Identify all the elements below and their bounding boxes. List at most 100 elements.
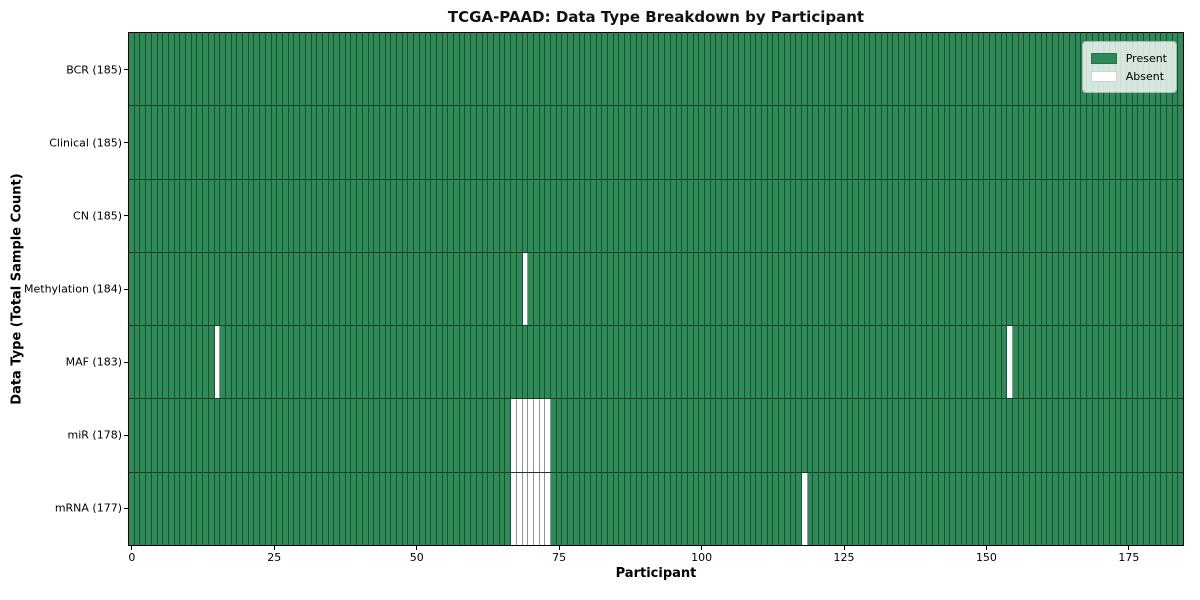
heatmap-cell-present: [813, 106, 820, 179]
heatmap-cell-present: [1127, 252, 1133, 326]
heatmap-cell-present: [955, 399, 962, 472]
heatmap-cell-present: [1047, 179, 1053, 252]
heatmap-cell-present: [214, 179, 221, 252]
heatmap-cell-present: [904, 399, 911, 472]
heatmap-cell-present: [950, 33, 956, 106]
heatmap-cell-present: [613, 179, 620, 252]
heatmap-cell-present: [779, 326, 785, 399]
heatmap-cell-present: [277, 252, 283, 326]
heatmap-cell-present: [1166, 179, 1173, 252]
heatmap-cell-present: [1121, 472, 1128, 545]
heatmap-cell-present: [425, 472, 432, 545]
heatmap-cell-present: [790, 106, 797, 179]
heatmap-cell-present: [1058, 472, 1065, 545]
heatmap-cell-present: [368, 252, 375, 326]
heatmap-cell-present: [248, 472, 255, 545]
heatmap-cell-present: [744, 33, 751, 106]
heatmap-cell-present: [220, 252, 226, 326]
heatmap-cell-present: [676, 399, 683, 472]
heatmap-cell-present: [1115, 179, 1122, 252]
y-tick-mark: [124, 142, 128, 144]
heatmap-cell-present: [773, 106, 780, 179]
heatmap-cell-present: [163, 33, 169, 106]
heatmap-cell-present: [665, 472, 671, 545]
heatmap-cell-present: [1058, 33, 1065, 106]
heatmap-cell-present: [357, 326, 363, 399]
heatmap-cell-present: [408, 33, 415, 106]
heatmap-row: [129, 325, 1184, 399]
legend-label-absent: Absent: [1125, 69, 1165, 83]
heatmap-cell-present: [859, 252, 865, 326]
heatmap-cell-present: [864, 252, 871, 326]
heatmap-cell-present: [1132, 399, 1139, 472]
heatmap-cell-present: [243, 179, 249, 252]
heatmap-cell-present: [1012, 472, 1019, 545]
heatmap-cell-present: [334, 399, 341, 472]
heatmap-cell-present: [203, 33, 209, 106]
heatmap-cell-present: [397, 106, 403, 179]
heatmap-cell-present: [1166, 106, 1173, 179]
heatmap-cell-present: [362, 179, 369, 252]
heatmap-cell-present: [197, 472, 204, 545]
heatmap-cell-present: [630, 326, 637, 399]
heatmap-cell-present: [619, 106, 626, 179]
heatmap-cell-present: [642, 179, 648, 252]
heatmap-cell-present: [442, 326, 449, 399]
heatmap-cell-present: [186, 326, 192, 399]
heatmap-cell-present: [459, 179, 466, 252]
heatmap-row: [129, 251, 1184, 326]
heatmap-cell-present: [248, 33, 255, 106]
heatmap-cell-present: [1070, 399, 1076, 472]
heatmap-cell-present: [277, 399, 283, 472]
heatmap-cell-present: [1178, 399, 1184, 472]
heatmap-cell-present: [1092, 179, 1099, 252]
heatmap-cell-present: [722, 399, 728, 472]
heatmap-cell-present: [225, 472, 232, 545]
heatmap-cell-present: [311, 106, 318, 179]
heatmap-cell-present: [499, 472, 506, 545]
heatmap-cell-present: [642, 33, 648, 106]
heatmap-cell-present: [819, 106, 825, 179]
heatmap-cell-present: [1035, 326, 1042, 399]
heatmap-cell-present: [824, 326, 831, 399]
heatmap-cell-present: [910, 326, 917, 399]
heatmap-cell-present: [186, 472, 192, 545]
heatmap-cell-present: [870, 252, 877, 326]
heatmap-cell-present: [642, 252, 648, 326]
heatmap-cell-present: [539, 106, 546, 179]
heatmap-cell-present: [168, 252, 175, 326]
heatmap-cell-present: [973, 399, 979, 472]
heatmap-cell-present: [385, 106, 392, 179]
heatmap-cell-present: [853, 399, 859, 472]
heatmap-cell-present: [665, 326, 671, 399]
heatmap-cell-present: [898, 106, 905, 179]
heatmap-cell-present: [625, 179, 631, 252]
heatmap-cell-present: [220, 399, 226, 472]
heatmap-cell-present: [722, 326, 728, 399]
heatmap-cell-present: [379, 472, 386, 545]
heatmap-cell-present: [801, 106, 808, 179]
heatmap-cell-present: [579, 252, 586, 326]
heatmap-cell-present: [305, 399, 312, 472]
heatmap-cell-absent: [522, 472, 529, 545]
heatmap-cell-present: [208, 472, 215, 545]
heatmap-cell-present: [408, 106, 415, 179]
heatmap-cell-present: [391, 252, 398, 326]
heatmap-cell-present: [733, 252, 740, 326]
heatmap-cell-present: [322, 179, 329, 252]
heatmap-cell-absent: [539, 399, 546, 472]
heatmap-cell-present: [687, 399, 694, 472]
heatmap-cell-present: [157, 252, 164, 326]
heatmap-cell-present: [1178, 326, 1184, 399]
heatmap-cell-present: [796, 179, 802, 252]
heatmap-cell-present: [248, 399, 255, 472]
heatmap-cell-present: [608, 106, 614, 179]
heatmap-cell-present: [180, 33, 187, 106]
heatmap-cell-present: [830, 106, 837, 179]
heatmap-cell-present: [625, 106, 631, 179]
heatmap-cell-present: [203, 252, 209, 326]
heatmap-cell-present: [853, 33, 859, 106]
heatmap-cell-present: [129, 252, 135, 326]
heatmap-cell-present: [539, 33, 546, 106]
heatmap-cell-present: [1092, 252, 1099, 326]
